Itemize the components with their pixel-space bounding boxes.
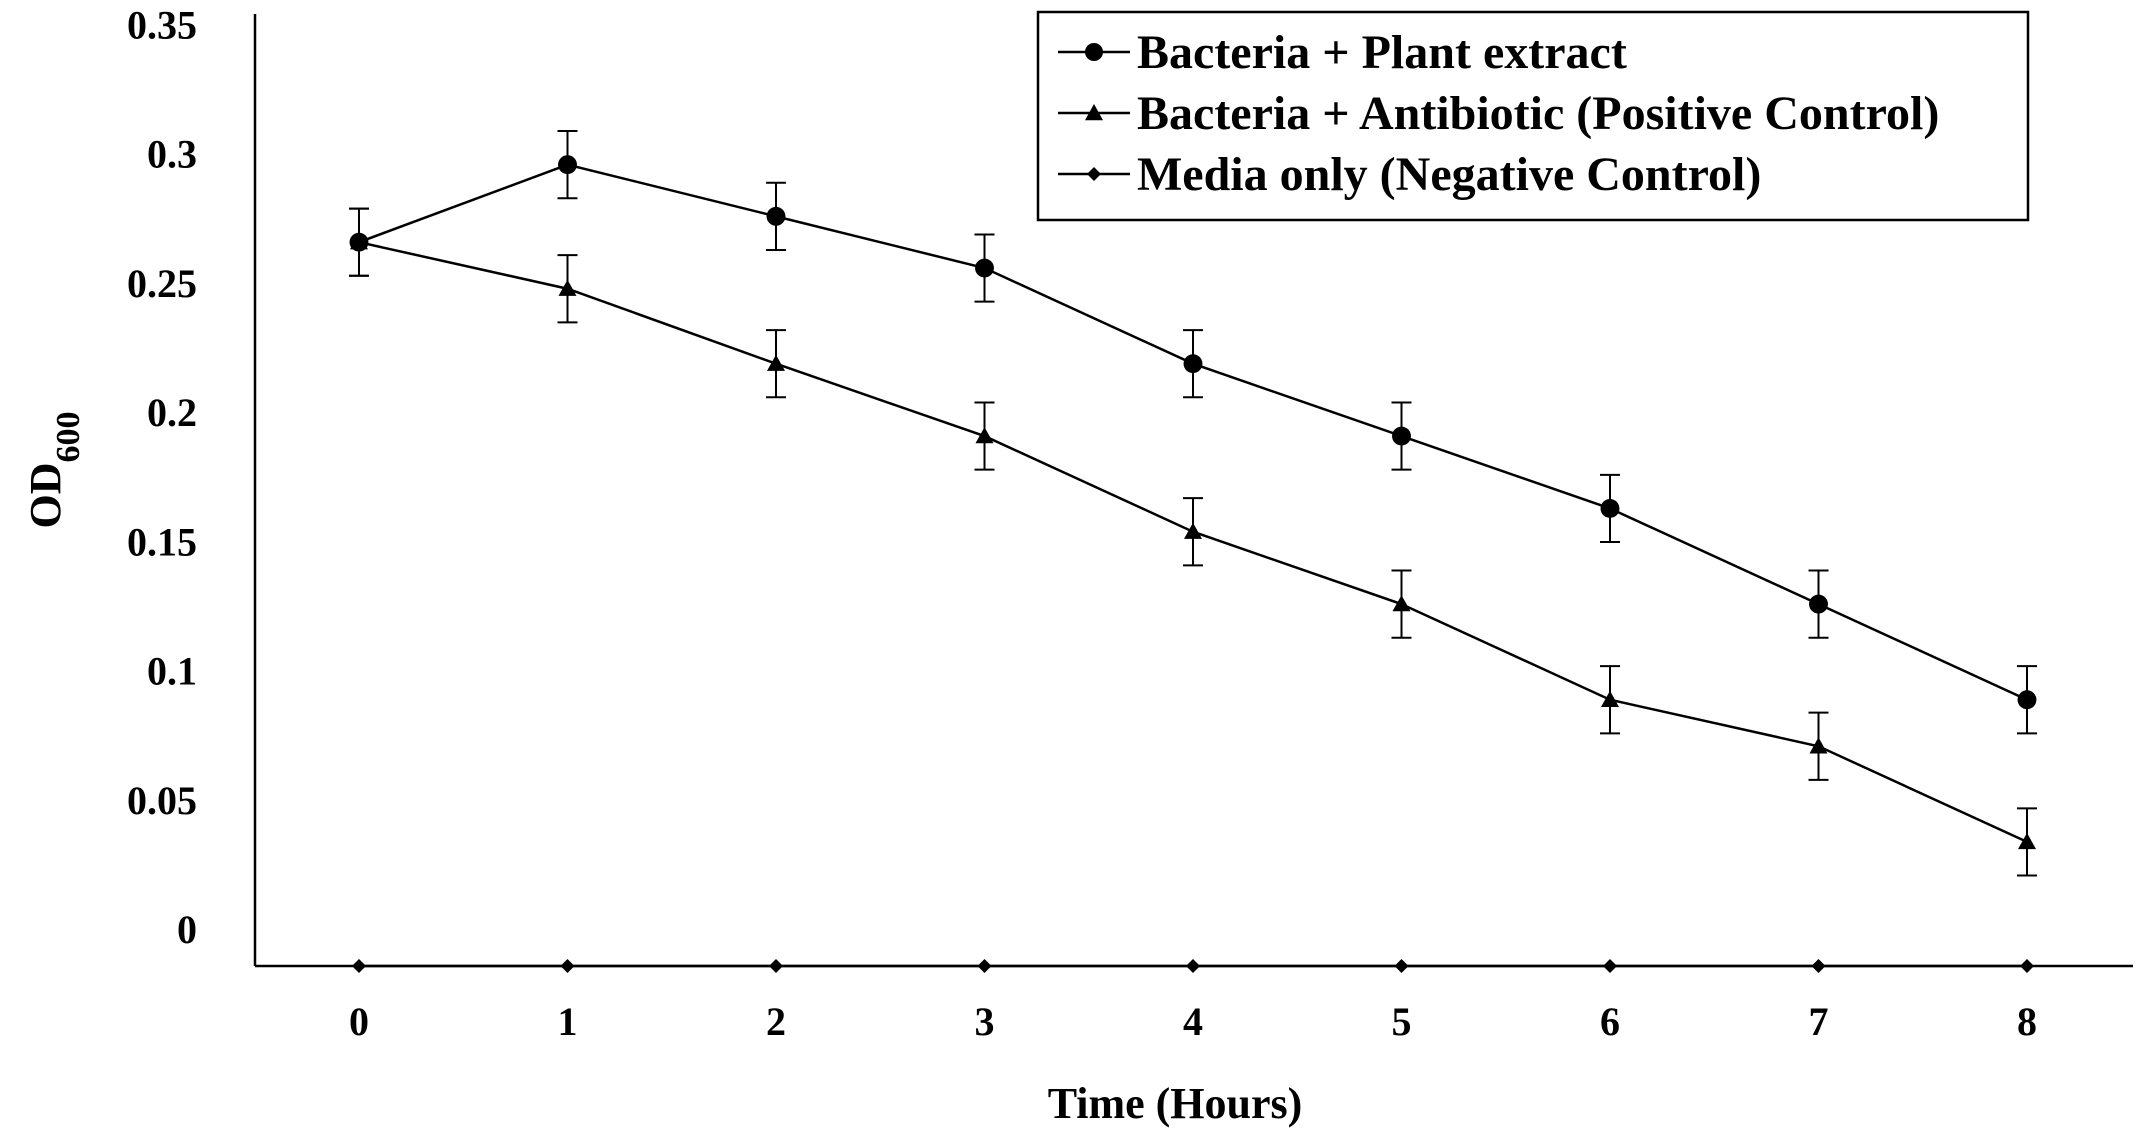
y-axis-tick-labels: 0 0.05 0.1 0.15 0.2 0.25 0.3 0.35 — [127, 2, 197, 952]
series-diamond — [352, 959, 2034, 973]
data-point-diamond — [352, 959, 366, 973]
legend: Bacteria + Plant extract Bacteria + Antib… — [1036, 10, 2030, 222]
x-tick-label: 2 — [766, 999, 786, 1044]
x-tick-label: 7 — [1809, 999, 1829, 1044]
data-point-triangle — [1392, 595, 1411, 612]
data-point-diamond — [560, 959, 575, 973]
series-triangle — [349, 207, 2037, 877]
x-tick-label: 3 — [975, 999, 995, 1044]
y-tick-label: 0.1 — [147, 649, 197, 694]
data-point-circle — [1809, 594, 1828, 614]
legend-item: Media only (Negative Control) — [1058, 148, 1761, 201]
data-point-diamond — [977, 959, 992, 973]
data-point-diamond — [1603, 959, 1617, 973]
series-circle — [349, 130, 2037, 735]
data-point-diamond — [1087, 167, 1101, 181]
data-point-diamond — [1186, 959, 1200, 973]
data-point-diamond — [1811, 959, 1826, 973]
data-point-triangle — [350, 233, 368, 250]
legend-label: Media only (Negative Control) — [1137, 148, 1761, 201]
x-axis-tick-labels: 0 1 2 3 4 5 6 7 8 — [349, 999, 2037, 1044]
data-point-triangle — [1601, 690, 1619, 707]
data-point-triangle — [558, 279, 577, 296]
y-tick-label: 0.3 — [147, 132, 197, 177]
x-tick-label: 5 — [1392, 999, 1412, 1044]
legend-item: Bacteria + Antibiotic (Positive Control) — [1058, 87, 1939, 140]
y-tick-label: 0.2 — [147, 390, 197, 435]
y-tick-label: 0.05 — [127, 778, 197, 823]
y-axis-title: OD600 — [21, 412, 87, 529]
data-point-circle — [558, 155, 577, 175]
data-point-triangle — [2018, 832, 2036, 850]
plot-area — [349, 130, 2037, 973]
y-tick-label: 0.35 — [127, 2, 197, 47]
x-tick-label: 4 — [1183, 999, 1203, 1044]
y-tick-label: 0.25 — [127, 261, 197, 306]
data-point-diamond — [2020, 959, 2034, 973]
data-point-circle — [766, 206, 786, 226]
series-line — [358, 163, 2028, 701]
data-point-triangle — [1184, 522, 1202, 539]
data-point-circle — [1392, 426, 1411, 446]
data-point-circle — [2017, 690, 2037, 710]
y-axis-title-subscript: 600 — [50, 412, 87, 463]
x-tick-label: 6 — [1600, 999, 1620, 1044]
y-axis-title-main: OD — [21, 463, 70, 529]
data-point-triangle — [1085, 104, 1103, 121]
legend-box — [1036, 10, 2030, 222]
y-tick-label: 0 — [177, 907, 197, 952]
data-point-circle — [1600, 499, 1620, 518]
x-tick-label: 0 — [349, 999, 369, 1044]
legend-label: Bacteria + Antibiotic (Positive Control) — [1137, 87, 1939, 140]
data-point-diamond — [769, 959, 783, 973]
data-point-circle — [975, 258, 994, 278]
y-tick-label: 0.15 — [127, 519, 197, 564]
data-point-diamond — [1394, 959, 1409, 973]
data-point-circle — [1183, 354, 1203, 374]
data-point-triangle — [975, 427, 994, 444]
data-point-circle — [1085, 43, 1103, 61]
data-point-triangle — [767, 354, 785, 371]
x-tick-label: 8 — [2017, 999, 2037, 1044]
x-axis-title: Time (Hours) — [1048, 1079, 1303, 1128]
legend-label: Bacteria + Plant extract — [1137, 26, 1627, 79]
x-tick-label: 1 — [558, 999, 578, 1044]
data-point-triangle — [1809, 737, 1828, 754]
legend-item: Bacteria + Plant extract — [1058, 26, 1627, 79]
